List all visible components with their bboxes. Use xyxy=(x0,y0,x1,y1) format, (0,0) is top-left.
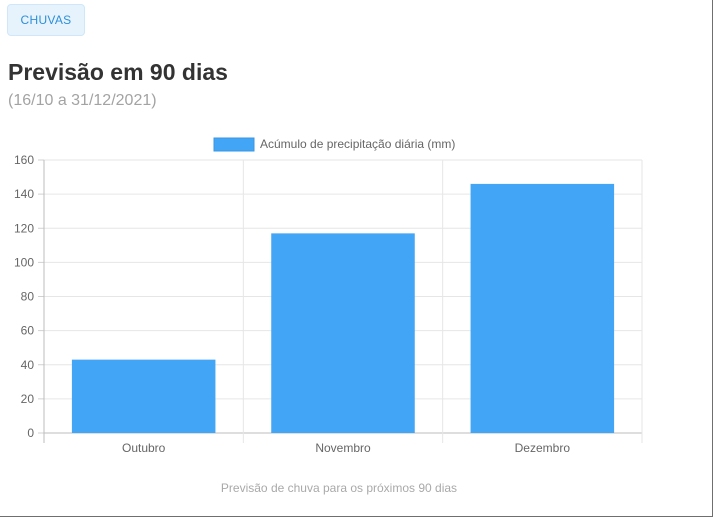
y-tick-label: 60 xyxy=(21,324,35,338)
legend-label: Acúmulo de precipitação diária (mm) xyxy=(260,137,455,151)
y-tick-label: 140 xyxy=(14,187,34,201)
x-tick-label: Novembro xyxy=(315,441,371,455)
y-tick-label: 160 xyxy=(14,153,34,167)
page-title: Previsão em 90 dias xyxy=(8,59,228,85)
legend-swatch xyxy=(213,137,255,152)
y-tick-label: 0 xyxy=(27,426,34,440)
y-tick-label: 80 xyxy=(21,290,35,304)
x-tick-label: Outubro xyxy=(122,441,166,455)
y-tick-label: 120 xyxy=(14,221,34,235)
y-tick-label: 20 xyxy=(21,392,35,406)
chart-caption: Previsão de chuva para os próximos 90 di… xyxy=(220,481,458,495)
bar-outubro xyxy=(71,359,216,433)
date-range-subtitle: (16/10 a 31/12/2021) xyxy=(8,92,157,109)
precipitation-bar-chart: 0 20 40 60 80 100 120 140 160 Outubro Novembro Deze… xyxy=(14,137,643,455)
x-tick-label: Dezembro xyxy=(515,441,571,455)
y-tick-label: 40 xyxy=(21,358,35,372)
y-tick-label: 100 xyxy=(14,255,34,269)
category-badge[interactable]: CHUVAS xyxy=(7,4,85,36)
bar-novembro xyxy=(271,233,415,433)
bar-dezembro xyxy=(470,183,615,433)
